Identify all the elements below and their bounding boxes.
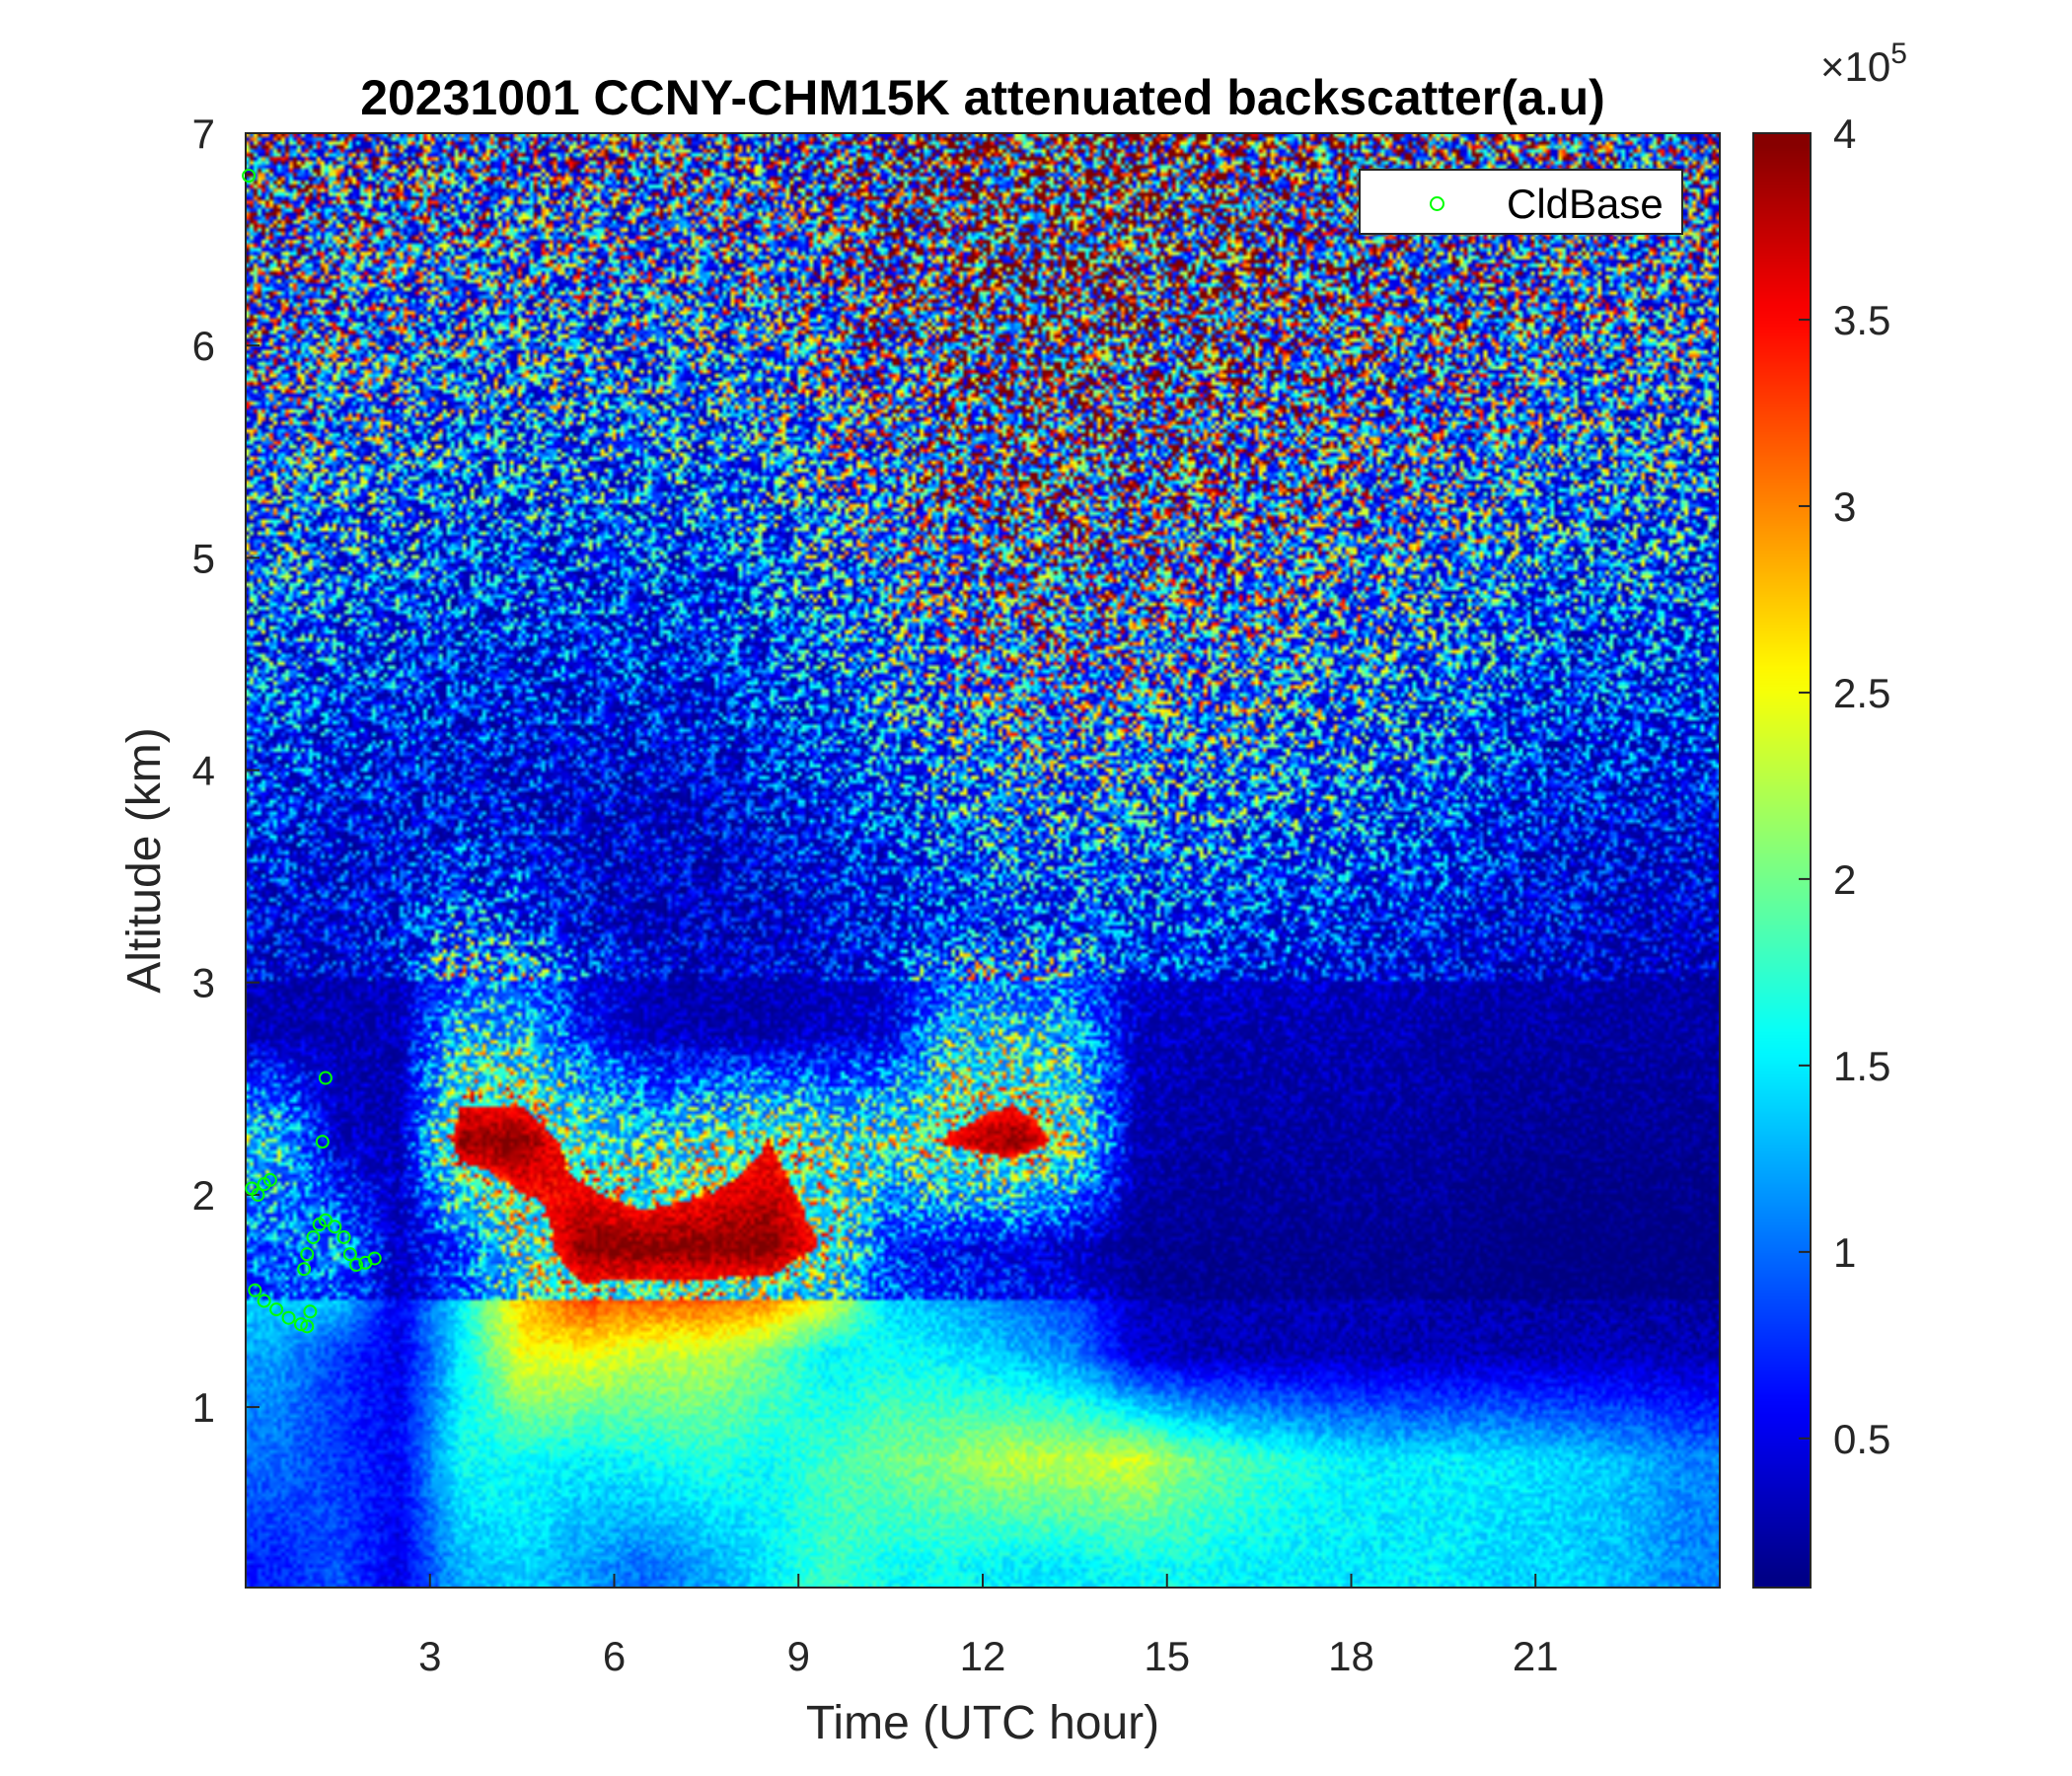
cldbase-point: [251, 1187, 265, 1202]
x-tick-label: 9: [787, 1633, 810, 1679]
cldbase-point: [328, 1220, 342, 1234]
colorbar-tick-label: 3.5: [1833, 297, 1890, 343]
cldbase-point: [300, 1319, 315, 1334]
x-axis-label: Time (UTC hour): [806, 1697, 1159, 1749]
cldbase-point: [281, 1310, 296, 1325]
colorbar-tick-label: 2: [1833, 856, 1856, 903]
cldbase-point: [349, 1257, 364, 1272]
colorbar-exponent: 5: [1890, 37, 1907, 70]
colorbar-tick-label: 1.5: [1833, 1043, 1890, 1089]
cldbase-point: [342, 1247, 357, 1262]
y-tick-label: 6: [192, 323, 215, 369]
y-tick-label: 2: [192, 1172, 215, 1219]
x-tick-label: 6: [603, 1633, 626, 1679]
colorbar-tick-label: 1: [1833, 1229, 1856, 1276]
y-tick-label: 1: [192, 1384, 215, 1431]
cldbase-point: [315, 1135, 330, 1149]
cldbase-point: [300, 1247, 315, 1262]
x-tick-label: 18: [1328, 1633, 1374, 1679]
colorbar: [1753, 133, 1811, 1588]
cldbase-point: [294, 1317, 309, 1332]
y-axis-label: Altitude (km): [118, 727, 171, 993]
x-tick-label: 12: [960, 1633, 1006, 1679]
colorbar-tick-label: 3: [1833, 483, 1856, 530]
cldbase-point: [306, 1229, 321, 1244]
y-tick-label: 4: [192, 748, 215, 794]
colorbar-frame: [1752, 132, 1812, 1589]
x-tick-label: 3: [418, 1633, 441, 1679]
colorbar-multiplier: ×105: [1820, 39, 1907, 88]
y-tick-label: 5: [192, 535, 215, 581]
x-tick-label: 21: [1513, 1633, 1559, 1679]
legend: CldBase: [1359, 169, 1683, 235]
colorbar-tick-label: 2.5: [1833, 670, 1890, 716]
cldbase-point: [367, 1251, 382, 1266]
legend-marker-cldbase: [1430, 196, 1444, 211]
cldbase-point: [318, 1071, 333, 1085]
legend-label-cldbase: CldBase: [1507, 181, 1664, 227]
cldbase-point: [248, 1283, 262, 1297]
cldbase-point: [318, 1213, 333, 1227]
y-tick-label: 3: [192, 960, 215, 1006]
cldbase-point: [269, 1302, 284, 1317]
cldbase-point: [242, 169, 257, 184]
plot-frame: [245, 132, 1721, 1589]
cldbase-point: [257, 1294, 271, 1308]
x-tick-label: 15: [1144, 1633, 1190, 1679]
cldbase-point: [297, 1262, 312, 1277]
cldbase-point: [303, 1304, 318, 1319]
colorbar-multiplier-base: ×10: [1820, 43, 1891, 90]
colorbar-tick-label: 0.5: [1833, 1416, 1890, 1462]
y-tick-label: 7: [192, 111, 215, 157]
chart-title: 20231001 CCNY-CHM15K attenuated backscat…: [360, 70, 1605, 125]
colorbar-tick-label: 4: [1833, 111, 1856, 157]
cldbase-point: [262, 1172, 277, 1187]
cldbase-point: [336, 1229, 351, 1244]
backscatter-heatmap: [246, 133, 1720, 1588]
